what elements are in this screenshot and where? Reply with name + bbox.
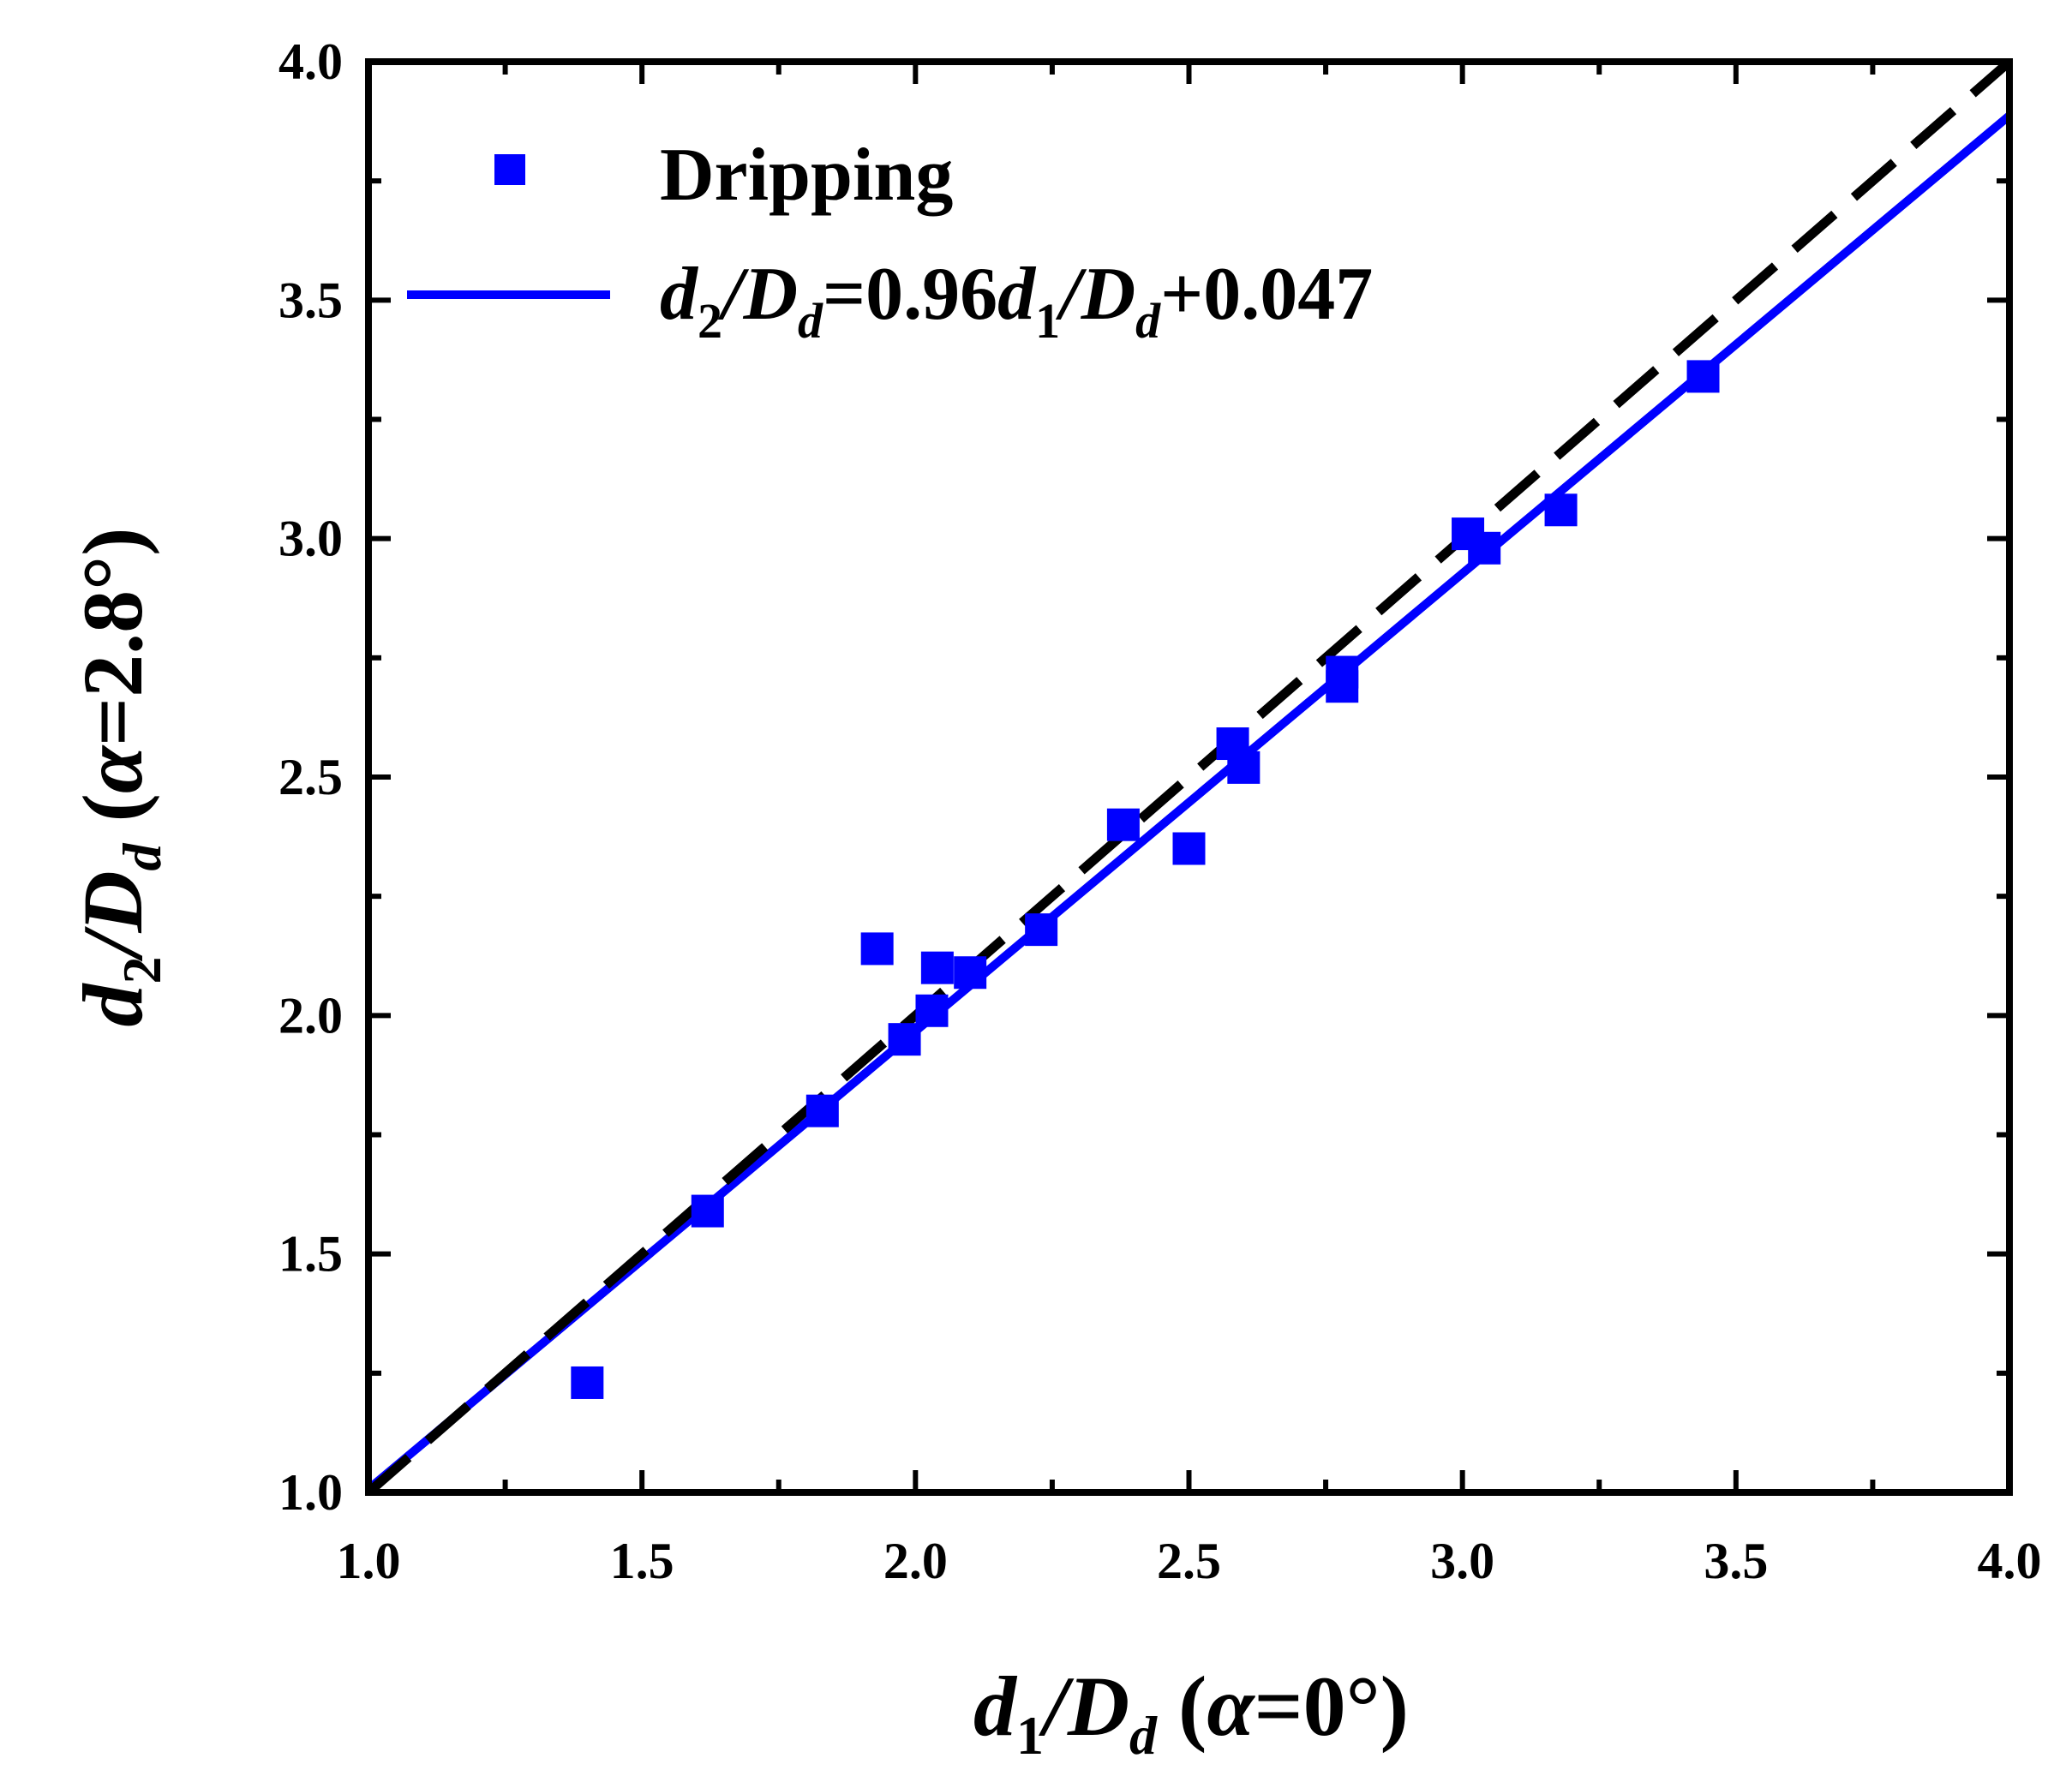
- y-tick-label: 3.5: [278, 272, 343, 328]
- data-point-17: [1468, 531, 1501, 565]
- x-tick-label: 3.0: [1430, 1533, 1494, 1589]
- legend-label-fit: d2/Dd=0.96d1/Dd+0.047: [660, 253, 1373, 349]
- y-tick-label: 2.0: [278, 987, 343, 1043]
- y-tick-label: 4.0: [278, 33, 343, 90]
- x-tick-label: 2.0: [883, 1533, 948, 1589]
- legend-marker-dripping: [494, 154, 525, 185]
- data-point-9: [1025, 913, 1058, 947]
- legend-label-dripping: Dripping: [660, 134, 953, 217]
- data-point-18: [1544, 493, 1578, 527]
- y-axis-title: d2/Dd (α=2.8°): [65, 528, 172, 1027]
- data-point-13: [1227, 750, 1261, 784]
- data-point-8: [954, 956, 987, 990]
- x-tick-label: 4.0: [1978, 1533, 2042, 1589]
- data-point-2: [691, 1194, 724, 1228]
- data-point-4: [860, 932, 894, 966]
- data-point-1: [571, 1366, 604, 1399]
- x-tick-label: 3.5: [1704, 1533, 1768, 1589]
- data-point-10: [1106, 808, 1140, 841]
- data-point-3: [805, 1094, 839, 1127]
- x-tick-label: 1.5: [610, 1533, 674, 1589]
- x-tick-label: 1.0: [337, 1533, 401, 1589]
- y-tick-label: 2.5: [278, 749, 343, 805]
- y-tick-label: 1.0: [278, 1464, 343, 1521]
- data-point-19: [1686, 360, 1720, 393]
- data-point-6: [915, 994, 949, 1027]
- data-point-11: [1172, 832, 1206, 865]
- x-axis-title: d1/Dd (α=0°): [973, 1659, 1409, 1766]
- legend: Dripping d2/Dd=0.96d1/Dd+0.047: [407, 134, 1373, 349]
- reference-line-dashed: [368, 62, 2009, 1492]
- y-tick-label: 3.0: [278, 511, 343, 567]
- x-tick-label: 2.5: [1157, 1533, 1221, 1589]
- y-tick-label: 1.5: [278, 1226, 343, 1283]
- data-point-5: [888, 1023, 921, 1056]
- plot-frame: [365, 58, 2013, 1496]
- data-point-15: [1326, 655, 1359, 689]
- data-point-7: [920, 951, 954, 984]
